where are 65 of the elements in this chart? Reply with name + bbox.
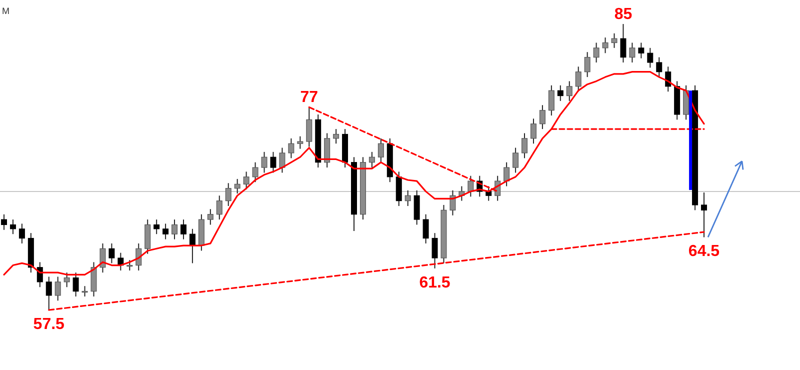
candlestick: [162, 223, 169, 240]
candlestick: [144, 219, 151, 254]
candlestick: [539, 104, 546, 130]
candlestick: [126, 260, 133, 271]
candlestick: [368, 151, 375, 168]
candlestick: [54, 276, 61, 302]
candlestick: [172, 219, 178, 240]
candlestick: [404, 190, 411, 206]
candlestick: [504, 162, 510, 187]
candlestick: [620, 24, 626, 63]
candlestick: [575, 66, 582, 92]
candlestick: [486, 186, 492, 202]
candlestick: [82, 286, 88, 297]
candlestick: [638, 42, 644, 59]
candlestick: [396, 171, 402, 206]
annotation: 85: [614, 6, 632, 23]
candlestick: [656, 56, 662, 78]
candlestick: [261, 151, 268, 174]
candlestick: [512, 147, 519, 174]
candlestick: [288, 138, 294, 159]
candlestick: [234, 178, 240, 194]
candlestick: [530, 118, 536, 144]
candlestick: [243, 171, 250, 190]
candlestick: [432, 232, 438, 269]
annotation: 77: [300, 89, 318, 106]
candlestick: [306, 106, 312, 148]
annotation: 57.5: [33, 316, 65, 333]
candlestick: [566, 80, 572, 102]
candlestick: [10, 219, 16, 235]
candlestick: [701, 192, 707, 238]
candlestick: [154, 219, 160, 235]
candlestick: [333, 128, 340, 144]
candlestick: [468, 175, 474, 198]
candlestick: [548, 84, 554, 116]
annotation: 64.5: [688, 243, 720, 260]
candlestick: [324, 132, 330, 168]
candlestick: [216, 195, 222, 220]
candlestick: [602, 37, 608, 54]
candlestick: [252, 162, 258, 183]
candlestick: [270, 151, 276, 174]
candlestick: [584, 52, 590, 78]
candlestick: [557, 84, 564, 102]
candlestick: [279, 147, 286, 174]
candlestick: [297, 136, 304, 150]
candlestick: [422, 214, 429, 244]
candlestick: [108, 242, 115, 264]
candlestick: [64, 272, 70, 288]
candlestick: [647, 47, 654, 68]
candlestick: [522, 132, 528, 159]
candlestick: [414, 190, 420, 226]
candlestick: [207, 208, 214, 226]
candlestick: [18, 223, 25, 244]
candlestick: [46, 276, 52, 310]
candlestick: [1, 214, 7, 230]
candlestick: [593, 42, 600, 63]
annotation: 61.5: [419, 274, 450, 292]
candlestick: [90, 262, 97, 297]
candlestick: [629, 42, 636, 63]
candlestick: [72, 272, 79, 297]
candlestick: [683, 84, 690, 120]
text: M: [2, 6, 10, 16]
candlestick: [611, 32, 618, 48]
candlestick: [180, 219, 186, 240]
candlestick: [225, 182, 232, 206]
candlestick: [378, 138, 384, 163]
